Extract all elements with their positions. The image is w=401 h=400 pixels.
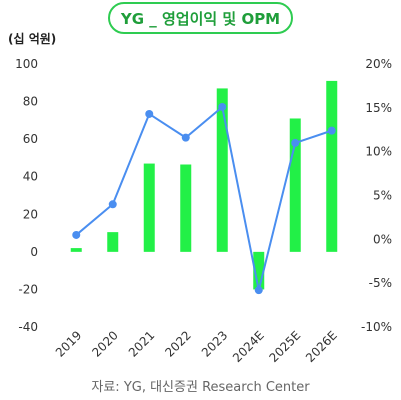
left-tick-label: 0 <box>30 245 38 259</box>
right-tick-label: 0% <box>373 232 392 246</box>
x-tick-label: 2024E <box>230 328 267 365</box>
bar-2026E <box>326 80 338 252</box>
left-tick-label: 40 <box>23 170 38 184</box>
source-note: 자료: YG, 대신증권 Research Center <box>91 380 310 395</box>
x-tick-label: 2025E <box>267 328 304 365</box>
opm-point-2021 <box>145 109 154 118</box>
x-tick-label: 2019 <box>53 328 84 359</box>
bar-2025E <box>289 118 301 252</box>
x-tick-label: 2026E <box>303 328 340 365</box>
opm-point-2026E <box>327 126 336 135</box>
opm-point-2023 <box>218 102 227 111</box>
left-tick-label: 20 <box>23 207 38 221</box>
opm-line <box>75 105 333 292</box>
opm-point-2022 <box>181 133 190 142</box>
left-tick-label: -40 <box>18 320 38 334</box>
bar-2020 <box>107 232 119 252</box>
left-axis-unit: (십 억원) <box>8 32 57 46</box>
right-tick-label: 10% <box>365 145 392 159</box>
right-tick-label: 20% <box>365 57 392 71</box>
bar-2021 <box>143 163 155 252</box>
x-tick-label: 2021 <box>126 328 157 359</box>
bar-2023 <box>216 88 228 252</box>
left-tick-label: 100 <box>15 57 38 71</box>
left-tick-label: 80 <box>23 95 38 109</box>
right-tick-label: 5% <box>373 189 392 203</box>
x-tick-label: 2020 <box>89 328 120 359</box>
right-tick-label: -5% <box>369 276 392 290</box>
bar-2022 <box>180 164 192 252</box>
chart-title: YG _ 영업이익 및 OPM <box>108 2 293 34</box>
left-tick-label: 60 <box>23 132 38 146</box>
opm-point-2019 <box>72 230 81 239</box>
x-tick-label: 2022 <box>162 328 193 359</box>
opm-point-2020 <box>108 200 117 209</box>
left-tick-label: -20 <box>18 282 38 296</box>
opm-point-2024E <box>254 286 263 295</box>
right-tick-label: -10% <box>361 320 392 334</box>
opm-point-2025E <box>291 138 300 147</box>
right-tick-label: 15% <box>365 101 392 115</box>
bar-2024E <box>253 251 265 290</box>
x-tick-label: 2023 <box>199 328 230 359</box>
bar-2019 <box>70 248 82 252</box>
